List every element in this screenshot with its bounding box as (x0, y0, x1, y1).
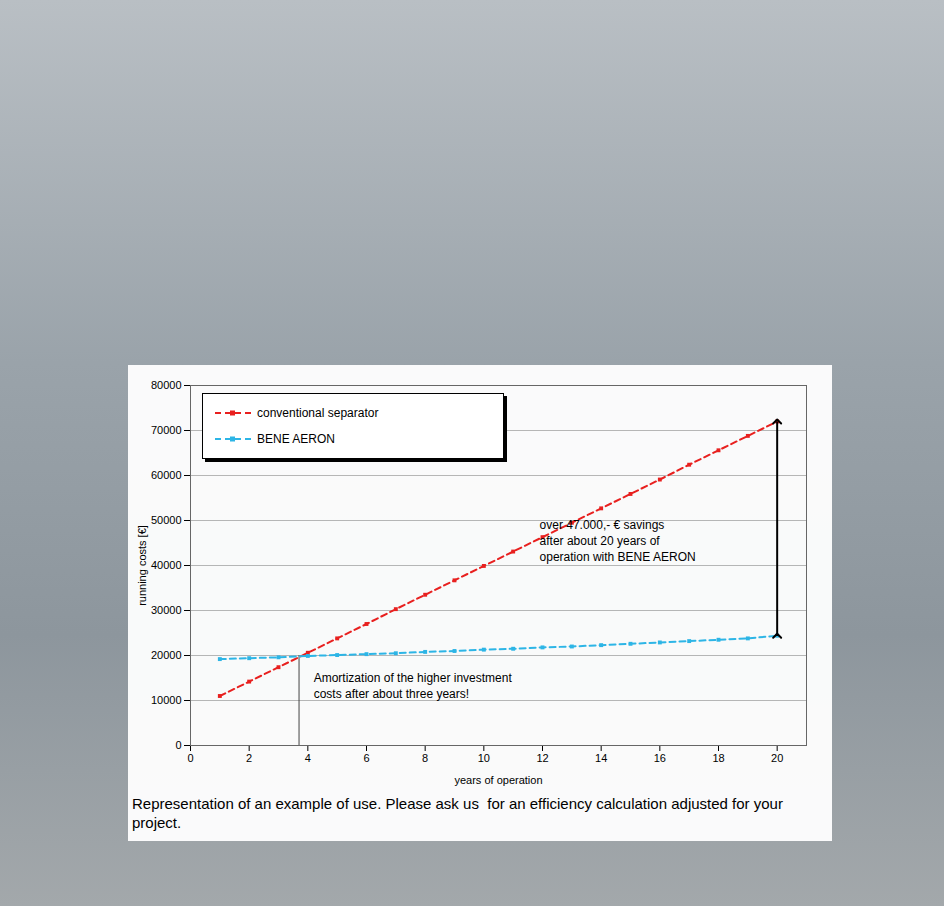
svg-text:years of operation: years of operation (454, 774, 542, 786)
svg-text:10000: 10000 (151, 694, 182, 706)
svg-text:14: 14 (595, 752, 607, 764)
svg-text:8: 8 (422, 752, 428, 764)
svg-text:12: 12 (536, 752, 548, 764)
svg-text:70000: 70000 (151, 424, 182, 436)
html-text:Representation of an example o: Representation of an example of use. Ple… (132, 795, 788, 831)
svg-text:50000: 50000 (151, 514, 182, 526)
svg-text:0: 0 (175, 739, 181, 751)
svg-text:10: 10 (478, 752, 490, 764)
svg-text:40000: 40000 (151, 559, 182, 571)
html-text:conventional separator: conventional separator (257, 406, 379, 420)
svg-text:16: 16 (654, 752, 666, 764)
svg-text:80000: 80000 (151, 379, 182, 391)
svg-text:2: 2 (246, 752, 252, 764)
svg-text:20000: 20000 (151, 649, 182, 661)
svg-text:30000: 30000 (151, 604, 182, 616)
svg-text:60000: 60000 (151, 469, 182, 481)
svg-text:running costs [€]: running costs [€] (136, 525, 148, 606)
svg-text:Amortization of the higher inv: Amortization of the higher investmentcos… (314, 671, 513, 701)
svg-text:4: 4 (305, 752, 311, 764)
svg-text:18: 18 (712, 752, 724, 764)
svg-text:6: 6 (363, 752, 369, 764)
svg-text:over 47.000,- € savingsafter a: over 47.000,- € savingsafter about 20 ye… (540, 518, 696, 563)
svg-text:20: 20 (771, 752, 783, 764)
html-text:BENE AERON: BENE AERON (257, 432, 335, 446)
svg-text:0: 0 (187, 752, 193, 764)
